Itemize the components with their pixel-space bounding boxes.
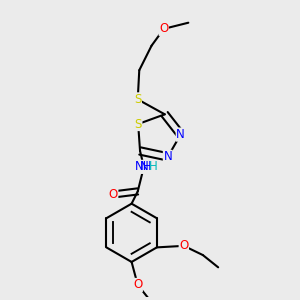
Text: NH: NH [135, 160, 153, 173]
Text: O: O [133, 278, 142, 292]
Text: N: N [140, 160, 148, 173]
Text: S: S [134, 93, 141, 106]
Text: O: O [179, 239, 188, 252]
Text: O: O [159, 22, 168, 35]
Text: O: O [109, 188, 118, 201]
Text: H: H [149, 160, 158, 173]
Text: S: S [134, 118, 142, 130]
Text: N: N [176, 128, 185, 141]
Text: N: N [164, 150, 172, 164]
